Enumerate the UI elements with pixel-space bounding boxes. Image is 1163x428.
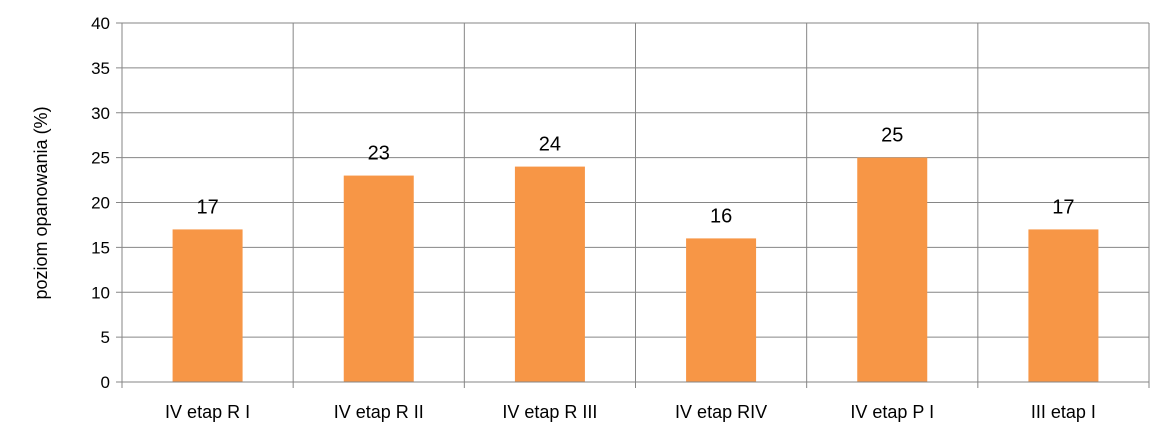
x-category-label: IV etap RIV xyxy=(675,402,767,422)
data-label: 17 xyxy=(1052,196,1074,218)
y-tick-label: 15 xyxy=(91,238,110,257)
gridlines xyxy=(122,22,1150,382)
y-tick-label: 0 xyxy=(101,373,110,392)
data-label: 25 xyxy=(881,125,903,147)
y-axis-title: poziom opanowania (%) xyxy=(31,106,51,299)
data-label: 17 xyxy=(196,196,218,218)
x-category-label: IV etap R III xyxy=(502,402,597,422)
labels: 0 5 10 15 20 25 30 35 40 17 IV etap R I 23 IV etap R… xyxy=(91,14,1096,422)
x-category-label: III etap I xyxy=(1031,402,1096,422)
bar xyxy=(172,229,243,382)
data-label: 16 xyxy=(710,205,732,227)
y-tick-label: 40 xyxy=(91,14,110,33)
bar xyxy=(1028,229,1099,382)
x-category-label: IV etap P I xyxy=(850,402,934,422)
bar xyxy=(686,238,757,382)
y-tick-label: 5 xyxy=(101,328,110,347)
x-category-label: IV etap R II xyxy=(334,402,424,422)
y-tick-label: 30 xyxy=(91,104,110,123)
y-tick-label: 35 xyxy=(91,59,110,78)
bar xyxy=(857,157,928,382)
x-category-label: IV etap R I xyxy=(165,402,250,422)
bar xyxy=(343,175,414,382)
bars xyxy=(172,157,1099,382)
y-tick-label: 10 xyxy=(91,283,110,302)
axes xyxy=(116,22,1150,388)
y-tick-label: 20 xyxy=(91,194,110,213)
data-label: 24 xyxy=(539,134,561,156)
bar xyxy=(514,166,585,382)
data-label: 23 xyxy=(368,143,390,165)
y-tick-label: 25 xyxy=(91,149,110,168)
